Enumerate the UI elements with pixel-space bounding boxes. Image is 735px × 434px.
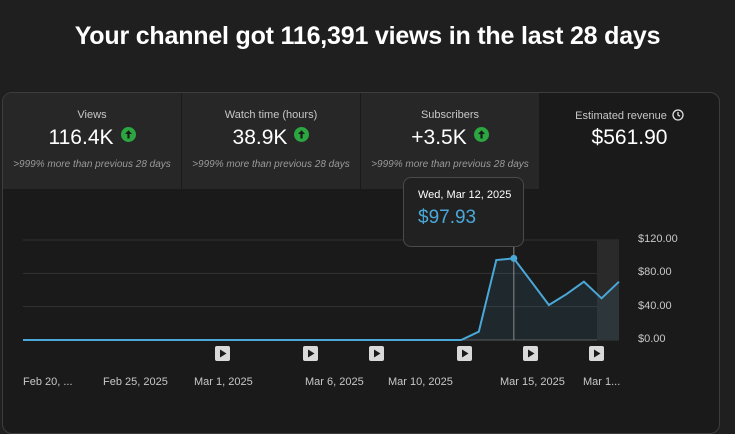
- data-point[interactable]: [161, 338, 165, 342]
- y-tick-label: $120.00: [638, 233, 678, 245]
- data-point[interactable]: [582, 280, 586, 284]
- page-title: Your channel got 116,391 views in the la…: [74, 22, 661, 50]
- metric-value: $561.90: [591, 126, 668, 149]
- data-point[interactable]: [249, 338, 253, 342]
- x-tick-label: Feb 20, ...: [23, 376, 73, 388]
- x-tick-label: Mar 15, 2025: [500, 376, 565, 388]
- data-point[interactable]: [389, 338, 393, 342]
- metric-comparison: >999% more than previous 28 days: [192, 159, 350, 170]
- tooltip-date: Wed, Mar 12, 2025: [418, 189, 512, 201]
- metric-tab-revenue[interactable]: Estimated revenue $561.90: [540, 93, 719, 189]
- metric-value: +3.5K: [361, 126, 539, 150]
- data-point[interactable]: [301, 338, 305, 342]
- data-point[interactable]: [319, 338, 323, 342]
- chart-area: [23, 258, 619, 340]
- metric-comparison: >999% more than previous 28 days: [13, 159, 171, 170]
- play-icon: [462, 349, 469, 358]
- y-tick-label: $40.00: [638, 299, 672, 312]
- data-point[interactable]: [266, 338, 270, 342]
- data-point[interactable]: [477, 330, 481, 334]
- chart-series-line: [23, 257, 620, 341]
- data-point[interactable]: [599, 296, 603, 300]
- data-point[interactable]: [144, 338, 148, 342]
- video-marker[interactable]: [589, 346, 604, 361]
- clock-icon[interactable]: [672, 109, 684, 124]
- up-arrow-icon: [294, 127, 310, 142]
- data-point[interactable]: [459, 338, 463, 342]
- data-point[interactable]: [494, 258, 498, 262]
- metric-label: Subscribers: [420, 109, 480, 121]
- metric-label: Watch time (hours): [224, 109, 318, 121]
- highlighted-point[interactable]: [510, 254, 518, 262]
- play-icon: [528, 349, 535, 358]
- metric-value: 38.9K: [182, 126, 360, 150]
- up-arrow-icon: [473, 127, 489, 142]
- data-point[interactable]: [617, 280, 621, 284]
- metric-comparison: >999% more than previous 28 days: [371, 159, 529, 170]
- play-icon: [374, 349, 381, 358]
- x-tick-label: Mar 10, 2025: [388, 376, 453, 388]
- data-point[interactable]: [372, 338, 376, 342]
- x-tick-label: Mar 1...: [583, 376, 621, 388]
- data-point[interactable]: [39, 338, 43, 342]
- data-point[interactable]: [424, 338, 428, 342]
- data-point[interactable]: [91, 338, 95, 342]
- data-point[interactable]: [109, 338, 113, 342]
- video-marker[interactable]: [215, 346, 230, 361]
- y-tick-label: $80.00: [638, 266, 672, 279]
- x-tick-label: Mar 1, 2025: [194, 376, 253, 388]
- data-point[interactable]: [74, 338, 78, 342]
- data-point[interactable]: [196, 338, 200, 342]
- data-point[interactable]: [547, 303, 551, 307]
- play-icon: [594, 349, 601, 358]
- y-tick-label: $0.00: [638, 333, 666, 345]
- data-point[interactable]: [214, 338, 218, 342]
- up-arrow-icon: [120, 127, 136, 142]
- data-point[interactable]: [407, 338, 411, 342]
- data-point[interactable]: [442, 338, 446, 342]
- metric-label: Views: [77, 109, 107, 121]
- data-point[interactable]: [284, 338, 288, 342]
- metric-tab-subscribers[interactable]: Subscribers +3.5K >999% more than previo…: [361, 93, 539, 189]
- metric-tab-views[interactable]: Views 116.4K >999% more than previous 28…: [3, 93, 181, 189]
- data-point[interactable]: [564, 292, 568, 296]
- video-marker[interactable]: [303, 346, 318, 361]
- x-tick-label: Feb 25, 2025: [103, 376, 168, 388]
- data-point[interactable]: [21, 338, 25, 342]
- data-point[interactable]: [231, 338, 235, 342]
- data-point[interactable]: [337, 338, 341, 342]
- metric-label: Estimated revenue: [540, 109, 719, 124]
- metric-tab-watch-time[interactable]: Watch time (hours) 38.9K >999% more than…: [182, 93, 360, 189]
- video-marker[interactable]: [457, 346, 472, 361]
- data-point[interactable]: [56, 338, 60, 342]
- chart-tooltip: Wed, Mar 12, 2025 $97.93: [403, 177, 524, 247]
- revenue-chart[interactable]: [0, 0, 735, 415]
- data-point[interactable]: [529, 280, 533, 284]
- video-marker[interactable]: [523, 346, 538, 361]
- data-point[interactable]: [179, 338, 183, 342]
- data-point[interactable]: [354, 338, 358, 342]
- metric-value: 116.4K: [3, 126, 181, 150]
- chart-highlight-band: [597, 240, 619, 341]
- tooltip-value: $97.93: [418, 207, 477, 228]
- play-icon: [220, 349, 227, 358]
- play-icon: [308, 349, 315, 358]
- x-tick-label: Mar 6, 2025: [305, 376, 364, 388]
- video-marker[interactable]: [369, 346, 384, 361]
- data-point[interactable]: [126, 338, 130, 342]
